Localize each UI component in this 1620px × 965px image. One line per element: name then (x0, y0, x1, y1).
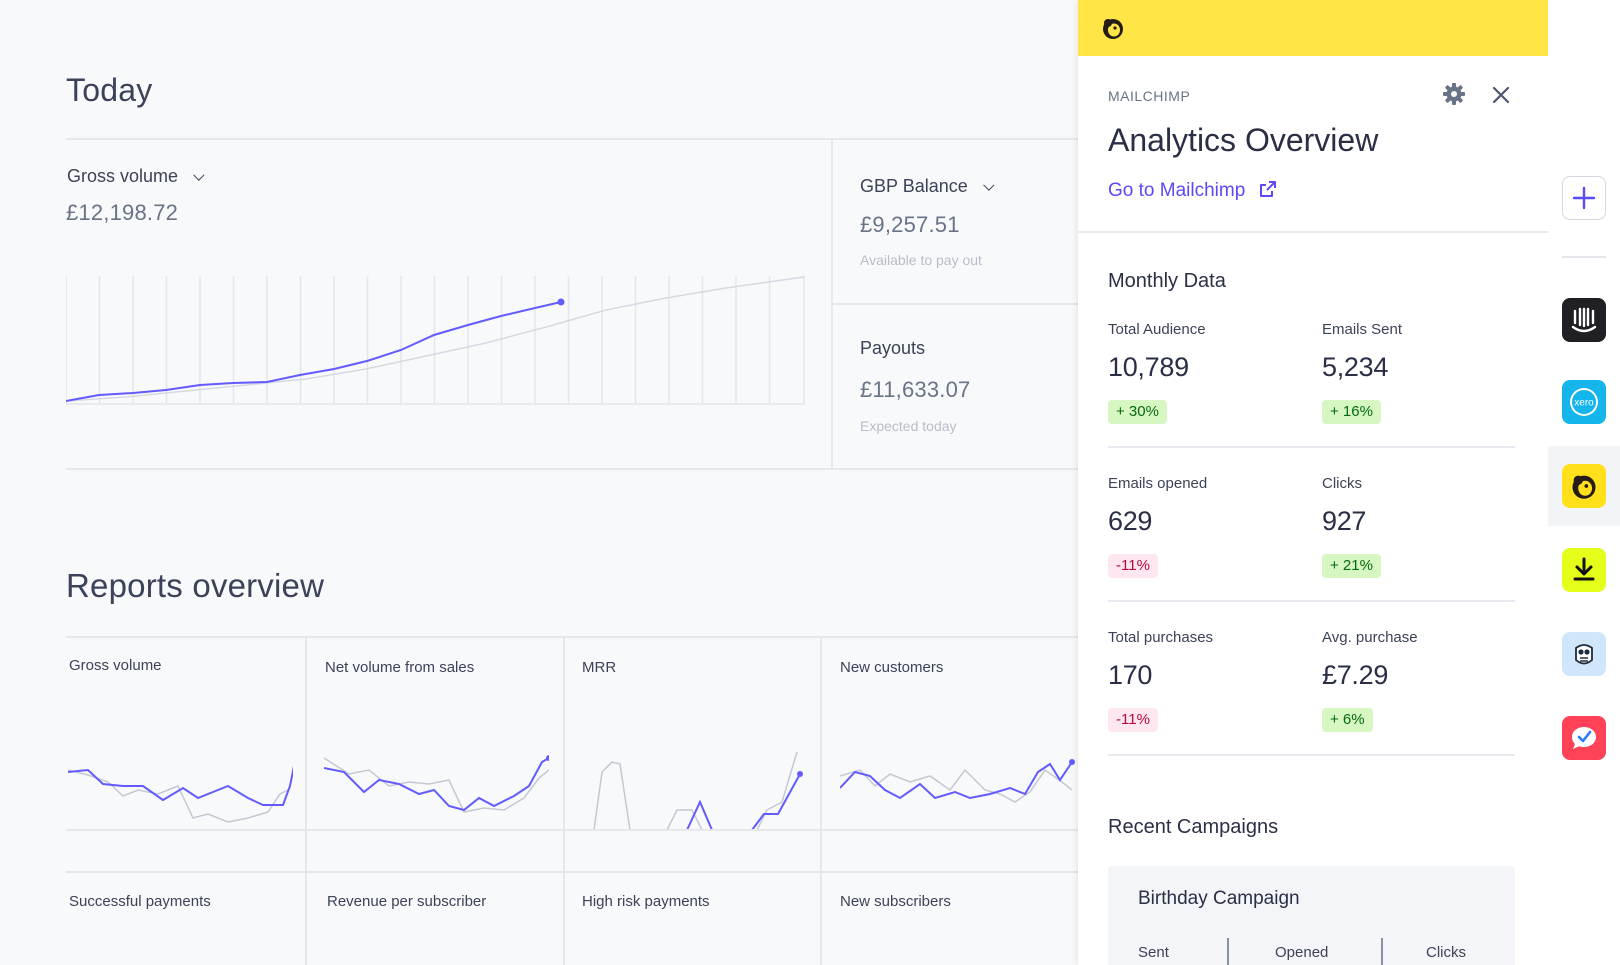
sparkline-gross-volume (68, 765, 293, 823)
stat-total-purchases-label: Total purchases (1108, 629, 1214, 646)
payouts-label[interactable]: Payouts (860, 338, 926, 358)
divider (1108, 446, 1515, 448)
campaign-col-sent: Sent (1138, 944, 1169, 961)
panel-header-bar (1078, 0, 1548, 56)
mailchimp-app-button[interactable] (1562, 464, 1606, 508)
stat-total-audience-badge: + 30% (1108, 400, 1167, 424)
stat-avg-purchase-badge: + 6% (1322, 708, 1373, 732)
chevron-down-icon (193, 169, 205, 181)
tile-successful-payments[interactable]: Successful payments (69, 893, 211, 910)
stat-total-purchases-badge: -11% (1108, 708, 1158, 732)
gbp-balance-dropdown[interactable]: GBP Balance (860, 176, 995, 197)
sparkline-mrr (582, 751, 803, 830)
stat-avg-purchase-label: Avg. purchase (1322, 629, 1418, 646)
check-chat-icon (1572, 727, 1596, 749)
payouts-value: £11,633.07 (860, 377, 971, 402)
go-to-mailchimp-label: Go to Mailchimp (1108, 180, 1246, 201)
stat-clicks-badge: + 21% (1322, 554, 1381, 578)
divider-vertical (305, 638, 307, 965)
xero-icon: xero (1570, 388, 1598, 416)
tile-new-customers[interactable]: New customers (840, 659, 944, 676)
recent-campaigns-title: Recent Campaigns (1108, 816, 1279, 838)
tile-net-volume[interactable]: Net volume from sales (325, 659, 475, 676)
plus-icon (1572, 186, 1596, 210)
campaign-card[interactable]: Birthday Campaign Sent Opened Clicks (1108, 866, 1515, 965)
stat-avg-purchase-value: £7.29 (1322, 660, 1389, 690)
divider (1108, 754, 1515, 756)
gross-volume-chart (66, 276, 805, 405)
gross-volume-dropdown[interactable]: Gross volume (67, 166, 205, 187)
stat-emails-opened-badge: -11% (1108, 554, 1158, 578)
divider-vertical (563, 638, 565, 965)
download-app-button[interactable] (1562, 548, 1606, 592)
campaign-col-opened: Opened (1275, 944, 1329, 961)
checklist-app-button[interactable] (1562, 716, 1606, 760)
column-separator (1227, 938, 1229, 965)
stat-emails-opened-value: 629 (1108, 506, 1153, 536)
campaign-col-clicks: Clicks (1426, 944, 1466, 961)
app-rail: xero (1548, 0, 1620, 965)
stat-total-audience-label: Total Audience (1108, 321, 1206, 338)
panel-app-name: MAILCHIMP (1108, 88, 1191, 104)
today-title: Today (66, 72, 153, 108)
owl-icon (1575, 644, 1593, 665)
tile-high-risk-payments[interactable]: High risk payments (582, 893, 710, 910)
intercom-icon (1571, 307, 1597, 333)
download-icon (1573, 557, 1595, 581)
mailchimp-panel: MAILCHIMP Analytics Overview Go to Mailc… (1078, 0, 1548, 965)
mailchimp-icon (1572, 475, 1596, 499)
tile-mrr[interactable]: MRR (582, 659, 617, 676)
sparkline-new-customers (840, 759, 1075, 803)
xero-app-button[interactable]: xero (1562, 380, 1606, 424)
stat-emails-sent-badge: + 16% (1322, 400, 1381, 424)
divider (66, 468, 1078, 470)
chevron-down-icon (982, 179, 995, 191)
divider (831, 303, 1078, 305)
stat-emails-sent-label: Emails Sent (1322, 321, 1403, 338)
mailchimp-logo-icon (1103, 19, 1123, 39)
tile-revenue-per-subscriber[interactable]: Revenue per subscriber (327, 893, 487, 910)
sparkline-baseline (66, 829, 1078, 831)
go-to-mailchimp-link[interactable]: Go to Mailchimp (1108, 180, 1277, 202)
gross-volume-label: Gross volume (67, 166, 179, 186)
divider (66, 636, 1078, 638)
gbp-balance-sub: Available to pay out (860, 252, 982, 268)
stat-clicks-value: 927 (1322, 506, 1367, 536)
sparkline-net-volume (324, 755, 549, 813)
divider (66, 871, 1078, 873)
divider (66, 138, 1078, 140)
svg-text:xero: xero (1574, 398, 1594, 409)
gbp-balance-value: £9,257.51 (860, 212, 960, 237)
close-icon[interactable] (1492, 86, 1510, 104)
column-separator (1381, 938, 1383, 965)
gear-icon[interactable] (1442, 82, 1466, 106)
tile-gross-volume[interactable]: Gross volume (69, 657, 162, 674)
divider (1078, 231, 1548, 233)
reports-title: Reports overview (66, 567, 325, 604)
divider-vertical (820, 638, 822, 965)
stat-emails-sent-value: 5,234 (1322, 352, 1389, 382)
panel-title: Analytics Overview (1108, 122, 1379, 158)
stat-total-audience-value: 10,789 (1108, 352, 1189, 382)
add-app-button[interactable] (1562, 176, 1606, 220)
stat-emails-opened-label: Emails opened (1108, 475, 1208, 492)
gbp-balance-label: GBP Balance (860, 176, 968, 196)
gross-volume-value: £12,198.72 (66, 200, 179, 225)
stat-clicks-label: Clicks (1322, 475, 1362, 492)
external-link-icon (1259, 181, 1276, 197)
monthly-data-title: Monthly Data (1108, 270, 1226, 292)
payouts-sub: Expected today (860, 418, 957, 434)
owl-app-button[interactable] (1562, 632, 1606, 676)
tile-new-subscribers[interactable]: New subscribers (840, 893, 951, 910)
intercom-app-button[interactable] (1562, 298, 1606, 342)
stat-total-purchases-value: 170 (1108, 660, 1153, 690)
divider (1562, 256, 1606, 258)
campaign-title: Birthday Campaign (1138, 888, 1300, 909)
dashboard: Today Gross volume £12,198.72 GBP Balanc… (66, 72, 1078, 965)
divider (1108, 600, 1515, 602)
